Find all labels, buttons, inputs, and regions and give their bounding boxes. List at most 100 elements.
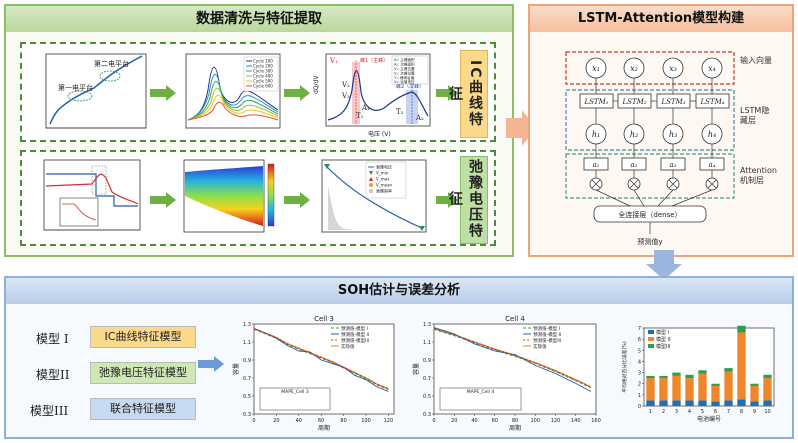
input-x3: x₃: [669, 64, 677, 73]
legend-cycle-400: Cycle 400: [253, 74, 273, 79]
bar-segment: [685, 378, 694, 401]
relax-legend-vmin: V_min: [376, 171, 389, 176]
x-tick-label: 5: [701, 409, 704, 415]
ic-legend-t1: T₁: 峰间谷值: [393, 75, 415, 80]
ic-annotation-v1: V₁: [329, 57, 338, 65]
y-tick-label: 0.5: [423, 394, 431, 400]
attention-a3: a₃: [670, 161, 677, 169]
bar-segment: [750, 385, 759, 402]
bar-segment: [685, 400, 694, 406]
x-tick-label: 80: [512, 418, 518, 424]
input-layer-label: 输入向量: [740, 56, 772, 65]
bar-segment: [724, 368, 733, 372]
mape-inset-title: MAPE_Cell 3: [281, 389, 309, 395]
bar-segment: [659, 375, 668, 379]
lstm-cell-4: LSTM₄: [699, 98, 724, 106]
legend-label: 预测值-模型III: [341, 337, 369, 344]
mape-inset: [259, 387, 331, 411]
y-tick-label: 6: [638, 337, 641, 343]
x-tick-label: 0: [432, 418, 435, 424]
x-tick-label: 2: [662, 409, 665, 415]
mape-inset-title: MAPE_Cell 4: [467, 389, 495, 395]
legend-label: 预测值-模型 II: [533, 331, 561, 338]
x-tick-label: 160: [591, 418, 601, 424]
y-axis-label: 容量: [412, 363, 420, 375]
chart-title: Cell 3: [314, 315, 334, 323]
y-tick-label: 7: [638, 326, 641, 332]
hidden-h4: h₄: [708, 130, 716, 139]
bar-segment: [724, 400, 733, 406]
relax-feature-label: 弛豫电压特征: [447, 159, 483, 239]
ic-legend-v2: V₂: 次峰位置: [394, 71, 415, 76]
y-tick-label: 0.9: [243, 358, 251, 364]
ic-curves-plot: Cycle 100 Cycle 200 Cycle 300 Cycle 400 …: [185, 53, 281, 129]
bar-segment: [711, 385, 720, 402]
y-tick-label: 0.7: [243, 376, 251, 382]
x-tick-label: 40: [296, 418, 302, 424]
bar-segment: [672, 400, 681, 406]
plateau-1-label: 第一电平台: [58, 83, 93, 92]
ic-ylabel: dQ/dV: [313, 75, 320, 94]
y-tick-label: 0.9: [423, 358, 431, 364]
bar-segment: [737, 399, 746, 406]
x-axis-label: 周期: [318, 424, 330, 432]
mape-inset: [439, 387, 522, 411]
legend-label: 预测值-模型 II: [341, 331, 369, 338]
ic-legend-v3: V₃: 谷值电压: [394, 79, 415, 84]
x-tick-label: 0: [252, 418, 255, 424]
fc-layer-label: 全连接层（dense）: [618, 210, 681, 219]
x-tick-label: 120: [551, 418, 561, 424]
relax-legend-slope: 弛豫斜率: [376, 188, 392, 194]
legend-label: 实际值: [533, 343, 547, 350]
x-tick-label: 4: [688, 409, 691, 415]
relaxation-features-plot: 弛豫电压 V_min V_max V_mean 弛豫斜率: [321, 159, 427, 233]
x-tick-label: 8: [740, 409, 743, 415]
model-2-desc: 弛豫电压特征模型: [90, 362, 196, 384]
ic-annotation-peak2: 峰2（次峰）: [396, 83, 424, 90]
x-tick-label: 140: [571, 418, 581, 424]
ic-feature-annotated-plot: V₁ V₂ V₃ 峰1（主峰） 峰2（次峰） A₁ A₂ T₁ T₂ A₁: 主…: [313, 53, 431, 138]
bar-segment: [750, 401, 759, 406]
input-x1: x₁: [592, 64, 600, 73]
y-tick-label: 1.3: [243, 322, 251, 328]
ic-feature-box: [460, 50, 488, 138]
bar-segment: [659, 400, 668, 406]
series-line: [253, 328, 389, 391]
y-tick-label: 5: [638, 348, 641, 354]
ic-annotation-peak1: 峰1（主峰）: [360, 57, 388, 64]
bar-segment: [646, 375, 655, 379]
x-tick-label: 80: [340, 418, 346, 424]
ic-legend-v1: V₁: 主峰位置: [394, 66, 415, 71]
legend-cycle-600: Cycle 600: [253, 84, 273, 89]
y-tick-label: 2: [638, 382, 641, 388]
bar-segment: [737, 332, 746, 400]
attention-a4: a₄: [709, 161, 716, 169]
series-line: [433, 328, 592, 388]
model-1-desc: IC曲线特征模型: [90, 326, 196, 348]
series-line: [253, 328, 389, 392]
bar-segment: [685, 374, 694, 379]
input-x4: x₄: [708, 64, 716, 73]
x-tick-label: 9: [753, 409, 756, 415]
relax-legend-vmean: V_mean: [376, 183, 393, 188]
y-tick-label: 1: [638, 393, 641, 399]
legend-cycle-200: Cycle 200: [253, 64, 273, 69]
x-tick-label: 3: [675, 409, 678, 415]
model-3-desc: 联合特征模型: [90, 398, 196, 420]
x-axis-label: 电池编号: [697, 415, 721, 423]
ic-annotation-a2: A₂: [415, 114, 424, 122]
y-tick-label: 1.1: [243, 340, 251, 346]
lstm-attention-diagram: x₁ x₂ x₃ x₄ LSTM₁ LSTM₂ LSTM₃ LSTM₄ h₁ h…: [565, 51, 735, 246]
bar-segment: [646, 378, 655, 401]
attention-a1: a₁: [593, 161, 600, 169]
arrow-icon: [284, 85, 310, 101]
ic-feature-label: IC曲线特征: [447, 60, 483, 128]
y-tick-label: 4: [638, 359, 641, 365]
bar-segment: [711, 401, 720, 406]
attention-a2: a₂: [631, 161, 638, 169]
relax-legend-vmax: V_max: [376, 177, 390, 182]
arrow-icon: [198, 356, 224, 372]
legend-label: 预测值-模型 I: [533, 325, 560, 332]
y-tick-label: 1.3: [423, 322, 431, 328]
